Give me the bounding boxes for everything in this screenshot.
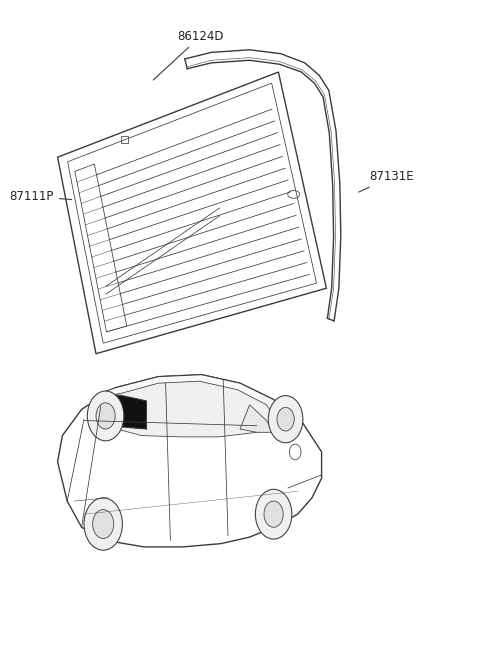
Circle shape [87, 391, 124, 441]
Polygon shape [240, 405, 274, 432]
Polygon shape [103, 381, 276, 437]
Circle shape [93, 510, 114, 538]
Polygon shape [96, 375, 288, 434]
Circle shape [264, 501, 283, 527]
Circle shape [255, 489, 292, 539]
Circle shape [268, 396, 303, 443]
Circle shape [277, 407, 294, 431]
Text: 87111P: 87111P [10, 190, 72, 203]
Bar [121, 136, 128, 143]
Circle shape [84, 498, 122, 550]
Polygon shape [101, 393, 146, 429]
Text: 87131E: 87131E [359, 170, 414, 192]
Text: 86124D: 86124D [153, 29, 224, 80]
Circle shape [96, 403, 115, 429]
